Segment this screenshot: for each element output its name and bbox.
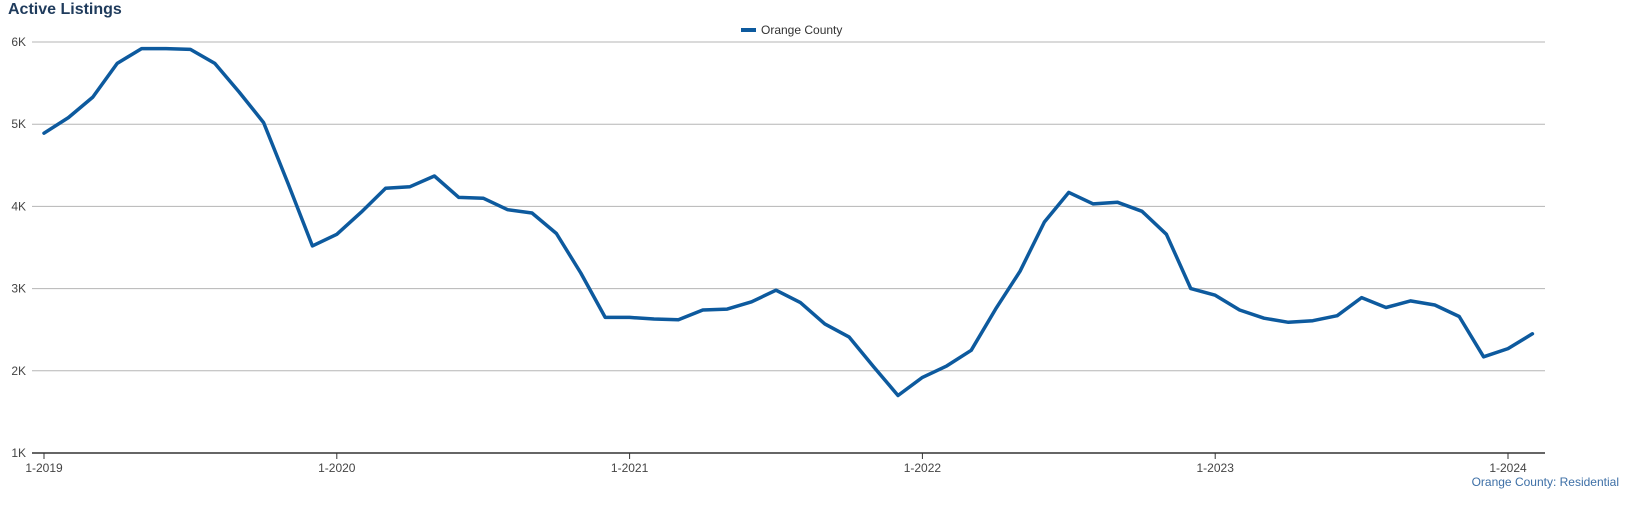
- x-axis: 1-2019 1-2020 1-2021 1-2022 1-2023 1-2024: [25, 452, 1545, 475]
- x-tick-label: 1-2023: [1197, 461, 1235, 475]
- y-tick-label: 5K: [11, 117, 26, 131]
- source-label: Orange County: Residential: [1472, 475, 1619, 489]
- x-tick-label: 1-2022: [904, 461, 942, 475]
- x-tick-label: 1-2021: [611, 461, 649, 475]
- legend[interactable]: Orange County: [741, 23, 842, 37]
- y-tick-label: 3K: [11, 282, 26, 296]
- y-tick-label: 6K: [11, 35, 26, 49]
- chart-title: Active Listings: [8, 1, 122, 18]
- x-tick-label: 1-2024: [1489, 461, 1527, 475]
- series-layer: [42, 46, 1535, 398]
- grid-lines: [32, 41, 1545, 372]
- y-axis-ticks: 1K 2K 3K 4K 5K 6K: [11, 35, 26, 460]
- series-line-orange-county: [42, 46, 1535, 398]
- legend-label-orange-county: Orange County: [761, 23, 842, 37]
- y-tick-label: 2K: [11, 364, 26, 378]
- y-tick-label: 4K: [11, 199, 26, 213]
- y-tick-label: 1K: [11, 446, 26, 460]
- x-tick-label: 1-2019: [25, 461, 63, 475]
- x-tick-label: 1-2020: [318, 461, 356, 475]
